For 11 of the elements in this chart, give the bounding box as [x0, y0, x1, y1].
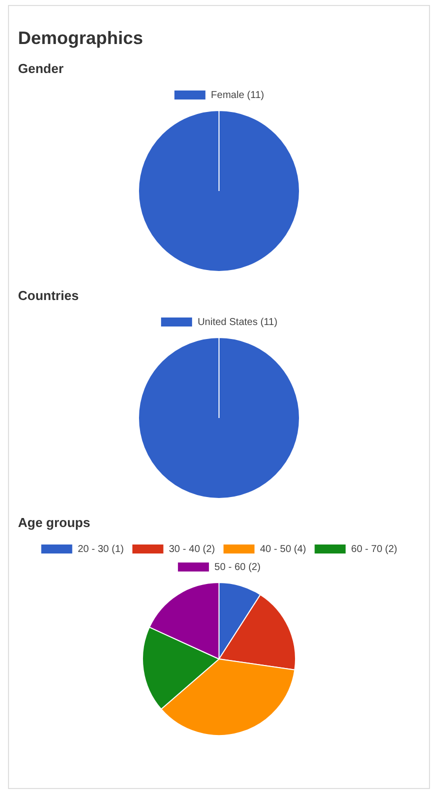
chart-title: Countries [17, 287, 80, 303]
legend-label: 40 - 50 (4) [260, 544, 306, 555]
legend-label: 60 - 70 (2) [351, 544, 398, 555]
chart-subtitle: Gender [17, 60, 65, 76]
legend-label: United States (11) [198, 316, 278, 328]
chart-title: Age groups [17, 514, 92, 530]
legend-label: 20 - 30 (1) [78, 544, 124, 555]
legend-label: Female (11) [210, 90, 264, 101]
chart-title: Demographics [17, 27, 144, 49]
legend-label: 50 - 60 (2) [214, 562, 261, 573]
legend-label: 30 - 40 (2) [168, 544, 216, 555]
